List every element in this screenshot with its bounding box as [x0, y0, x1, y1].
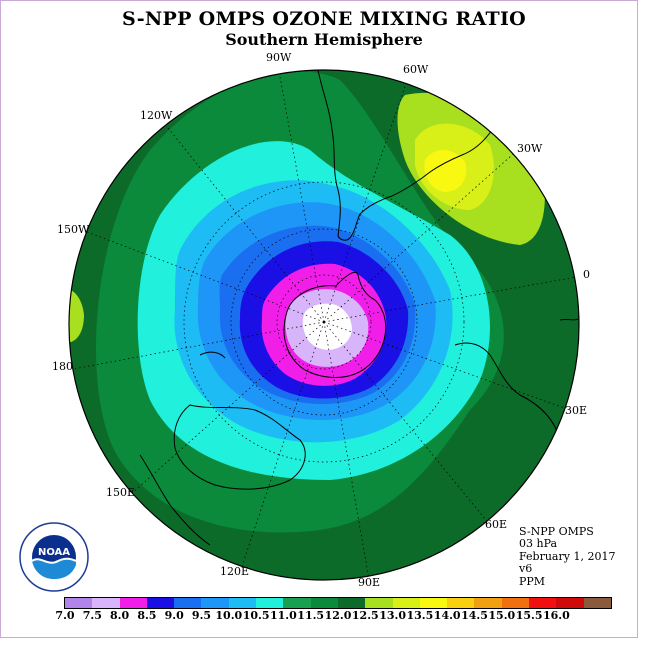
logo-text: NOAA [38, 547, 70, 558]
meridian-60e [323, 321, 491, 526]
lon-label-60e: 60E [485, 518, 507, 531]
colorbar-tick-label: 11.0 [269, 609, 297, 622]
colorbar [64, 597, 612, 609]
colorbar-tick-label: 15.5 [515, 609, 543, 622]
colorbar-swatch [392, 598, 420, 608]
latitude-circle-mid [230, 228, 418, 416]
lon-label-150e: 150E [106, 486, 135, 499]
map-boundary [68, 69, 580, 581]
colorbar-tick-label: 7.0 [55, 609, 75, 622]
lon-label-30w: 30W [517, 142, 543, 155]
colorbar-swatch [474, 598, 502, 608]
meridian-120w [159, 117, 325, 323]
coastline-asia [139, 454, 211, 546]
meridian-120e [239, 321, 325, 573]
info-instrument: S-NPP OMPS [519, 525, 594, 538]
colorbar-swatch [365, 598, 393, 608]
longitude-labels: 90W 60W 30W 0 30E 60E 90E 120E 150E 180 … [52, 51, 590, 589]
colorbar-swatch [556, 598, 584, 608]
colorbar-swatch [419, 598, 448, 608]
logo-gull [31, 557, 77, 564]
coastline-south-america [317, 70, 493, 241]
colorbar-tick-label: 10.0 [215, 609, 243, 622]
colorbar-swatch [583, 598, 611, 608]
figure-frame [0, 0, 638, 638]
coastline-australia [173, 404, 306, 490]
lon-label-90e: 90E [358, 576, 380, 589]
ozone-contours [69, 70, 579, 580]
contour-band-13-5 [424, 150, 467, 192]
info-block: S-NPP OMPS 03 hPa February 1, 2017 v6 PP… [519, 525, 616, 588]
lon-label-120w: 120W [140, 109, 173, 122]
colorbar-swatch [256, 598, 284, 608]
colorbar-swatch [92, 598, 120, 608]
lon-label-0: 0 [583, 268, 590, 281]
colorbar-tick-label: 11.5 [297, 609, 325, 622]
colorbar-tick-label: 9.5 [191, 609, 212, 622]
lon-label-150w: 150W [57, 223, 90, 236]
meridian-0 [323, 275, 579, 323]
colorbar-swatch [283, 598, 311, 608]
colorbar-swatch [228, 598, 257, 608]
colorbar-swatch [529, 598, 557, 608]
colorbar-swatch [501, 598, 530, 608]
info-units: PPM [519, 574, 546, 588]
lon-label-30e: 30E [565, 404, 587, 417]
lon-label-120e: 120E [220, 565, 249, 578]
latitude-circle-inner [276, 274, 372, 370]
figure-title: S-NPP OMPS OZONE MIXING RATIO [121, 8, 527, 30]
info-pressure-level: 03 hPa [519, 537, 558, 551]
colorbar-swatch [201, 598, 229, 608]
colorbar-tick-label: 16.0 [542, 609, 570, 622]
lon-label-60w: 60W [403, 63, 429, 76]
colorbar-tick-label: 10.5 [242, 609, 270, 622]
info-version: v6 [519, 562, 533, 576]
meridian-150e [129, 321, 325, 496]
meridian-30e [323, 321, 571, 411]
coastline-antarctica [283, 271, 387, 378]
graticule [69, 70, 579, 580]
info-date: February 1, 2017 [519, 549, 616, 563]
lon-label-90w: 90W [266, 51, 292, 64]
colorbar-tick-label: 14.5 [461, 609, 488, 622]
colorbar-tick-label: 12.5 [351, 609, 379, 622]
colorbar-tick-label: 15.0 [488, 609, 516, 622]
colorbar-tick-label: 7.5 [82, 609, 102, 622]
polar-gap [302, 303, 352, 350]
colorbar-swatch [65, 598, 93, 608]
noaa-logo: NOAA [19, 522, 89, 592]
meridian-90w [276, 70, 325, 323]
colorbar-swatch [310, 598, 338, 608]
colorbar-tick-label: 8.0 [110, 609, 130, 622]
colorbar-tick-label: 12.0 [324, 609, 352, 622]
colorbar-tick-label: 9.0 [164, 609, 184, 622]
colorbar-swatch [337, 598, 366, 608]
contour-band-12-5-west [69, 288, 84, 343]
colorbar-tick-label: 13.0 [379, 609, 406, 622]
lon-label-180: 180 [52, 360, 73, 373]
figure-subtitle: Southern Hemisphere [225, 30, 423, 49]
colorbar-swatch [146, 598, 175, 608]
coastline-new-zealand [199, 351, 226, 359]
logo-wave [32, 558, 76, 579]
colorbar-tick-label: 14.0 [433, 609, 461, 622]
colorbar-tick-label: 13.5 [406, 609, 434, 622]
latitude-circle-outer [183, 181, 465, 463]
colorbar-swatch [447, 598, 475, 608]
colorbar-tick-label: 8.5 [137, 609, 157, 622]
colorbar-ticks: 7.0 7.5 8.0 8.5 9.0 9.5 10.0 10.5 11.0 11.5 12.0 12… [0, 607, 648, 623]
colorbar-swatch [174, 598, 202, 608]
colorbar-swatch [119, 598, 147, 608]
meridian-30w [323, 147, 521, 323]
meridian-180 [69, 321, 325, 371]
